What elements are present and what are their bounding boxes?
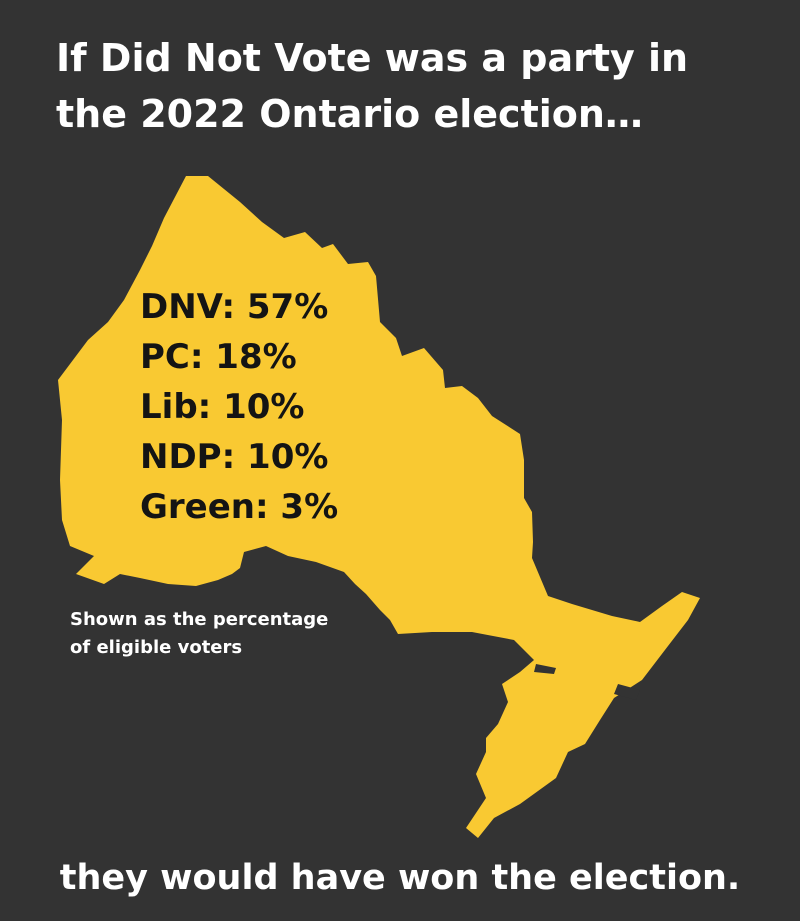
footnote-line-1: Shown as the percentage — [70, 609, 329, 630]
footnote-line-2: of eligible voters — [70, 637, 243, 658]
result-lib: Lib: 10% — [140, 387, 305, 427]
result-pc: PC: 18% — [140, 337, 297, 377]
result-dnv: DNV: 57% — [140, 287, 329, 327]
result-green: Green: 3% — [140, 487, 339, 527]
headline: If Did Not Vote was a party in the 2022 … — [56, 30, 776, 142]
results-list: DNV: 57% PC: 18% Lib: 10% NDP: 10% Green… — [140, 282, 338, 532]
map-inlet — [534, 664, 556, 674]
headline-line-1: If Did Not Vote was a party in — [56, 36, 689, 80]
headline-line-2: the 2022 Ontario election… — [56, 92, 643, 136]
map-inlet — [614, 684, 640, 700]
footnote: Shown as the percentage of eligible vote… — [70, 606, 328, 662]
result-ndp: NDP: 10% — [140, 437, 329, 477]
closing-statement: they would have won the election. — [59, 858, 741, 898]
